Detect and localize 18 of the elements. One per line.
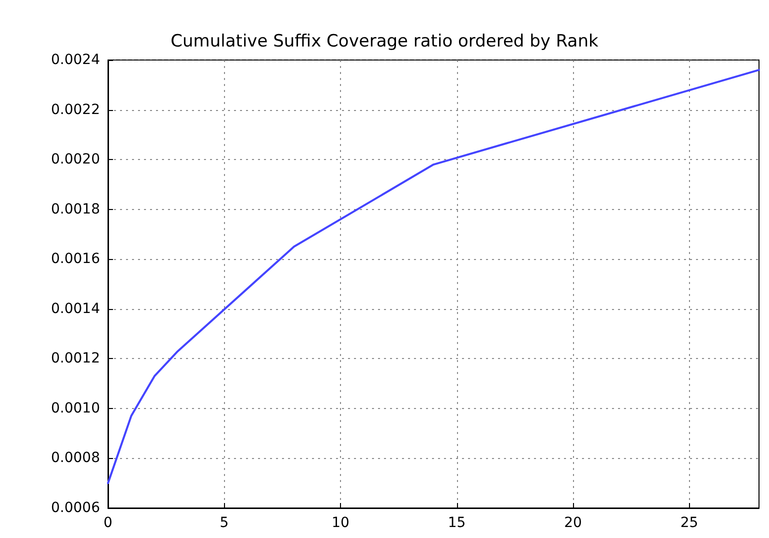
y-tick-label: 0.0006 — [51, 500, 100, 516]
y-tick-label: 0.0010 — [51, 400, 100, 416]
chart-title: Cumulative Suffix Coverage ratio ordered by Rank — [170, 32, 598, 52]
x-tick-label: 10 — [332, 515, 350, 531]
x-tick-label: 5 — [220, 515, 229, 531]
x-tick-label: 0 — [104, 515, 112, 531]
x-tick-label: 20 — [564, 515, 582, 531]
y-tick-label: 0.0020 — [51, 152, 100, 168]
y-tick-label: 0.0022 — [51, 102, 100, 118]
x-tick-label: 25 — [680, 515, 698, 531]
y-tick-label: 0.0018 — [51, 201, 100, 218]
line-series — [107, 68, 760, 484]
y-tick-label: 0.0014 — [51, 300, 100, 317]
y-tick-label: 0.0008 — [51, 450, 100, 466]
y-tick-label: 0.0012 — [51, 350, 100, 367]
x-tick-label: 15 — [448, 515, 466, 531]
y-tick-label: 0.0016 — [51, 251, 100, 268]
y-tick-label: 0.0024 — [51, 52, 100, 68]
